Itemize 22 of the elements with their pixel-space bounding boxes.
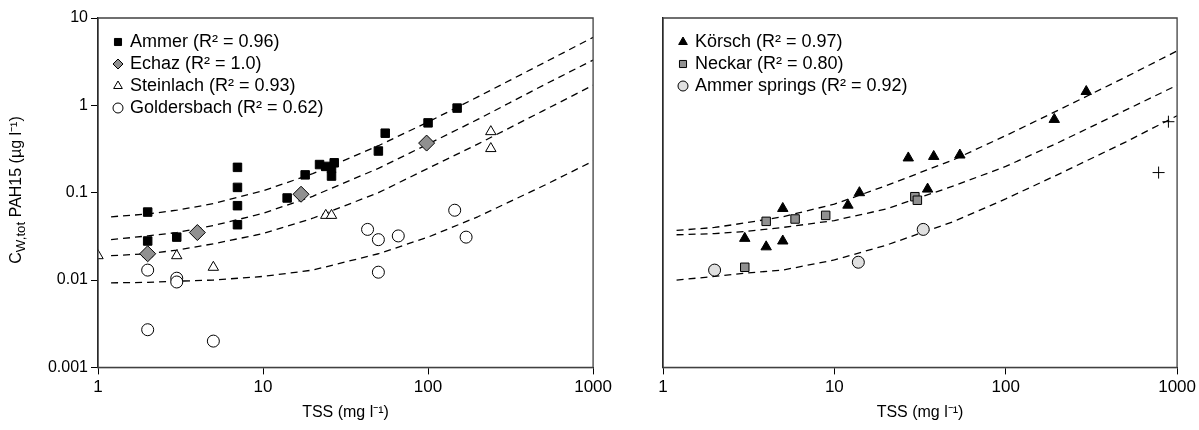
y-tick-label: 0.1 — [65, 183, 89, 201]
x-tick-label: 10 — [824, 377, 844, 397]
x-tick-label: 10 — [253, 377, 273, 397]
legend-label: Echaz (R² = 1.0) — [130, 52, 262, 73]
legend-label: Goldersbach (R² = 0.62) — [130, 96, 324, 117]
legend-label: Ammer (R² = 0.96) — [130, 30, 280, 51]
x-tick-label: 100 — [413, 377, 443, 397]
x-tick-label: 1 — [658, 377, 668, 397]
x-axis-title: TSS (mg l⁻¹) — [302, 402, 389, 420]
y-tick-label: 1 — [79, 95, 89, 113]
legend-label: Ammer springs (R² = 0.92) — [695, 74, 908, 95]
x-axis-title: TSS (mg l⁻¹) — [876, 402, 964, 420]
x-tick-label: 1 — [93, 377, 103, 397]
y-tick-label: 0.001 — [47, 357, 89, 375]
x-tick-label: 1000 — [1158, 377, 1196, 397]
x-tick-label: 100 — [991, 377, 1020, 397]
x-tick-label: 1000 — [574, 377, 612, 397]
y-tick-label: 0.01 — [56, 270, 89, 288]
legend-label: Steinlach (R² = 0.93) — [130, 74, 296, 95]
legend-label: Neckar (R² = 0.80) — [695, 52, 844, 73]
y-tick-label: 10 — [70, 8, 89, 26]
legend-label: Körsch (R² = 0.97) — [695, 30, 843, 51]
